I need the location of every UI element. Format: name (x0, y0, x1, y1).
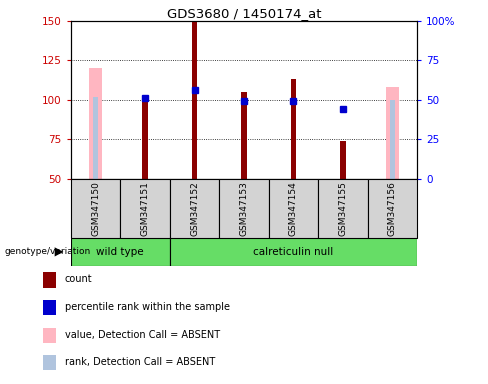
Bar (43, 272, 56, 288)
Text: calreticulin null: calreticulin null (253, 247, 334, 257)
Bar (219, 179, 269, 238)
Bar (43, 328, 56, 343)
Text: GSM347154: GSM347154 (289, 181, 298, 236)
Bar (43, 355, 56, 371)
Text: GSM347153: GSM347153 (240, 181, 248, 236)
Text: genotype/variation: genotype/variation (5, 247, 91, 257)
Bar (71, 238, 170, 266)
Bar (241, 92, 247, 179)
Bar (191, 21, 198, 179)
Bar (93, 97, 98, 179)
Polygon shape (55, 247, 63, 257)
Bar (269, 179, 318, 238)
Text: rank, Detection Call = ABSENT: rank, Detection Call = ABSENT (65, 357, 215, 367)
Bar (120, 179, 170, 238)
Bar (340, 141, 346, 179)
Title: GDS3680 / 1450174_at: GDS3680 / 1450174_at (167, 7, 321, 20)
Bar (170, 179, 219, 238)
Text: GSM347150: GSM347150 (91, 181, 100, 236)
Text: wild type: wild type (97, 247, 144, 257)
Text: GSM347156: GSM347156 (388, 181, 397, 236)
Bar (290, 79, 297, 179)
Bar (390, 100, 395, 179)
Text: GSM347151: GSM347151 (141, 181, 149, 236)
Text: value, Detection Call = ABSENT: value, Detection Call = ABSENT (65, 329, 220, 339)
Text: percentile rank within the sample: percentile rank within the sample (65, 302, 230, 312)
Bar (170, 238, 417, 266)
Bar (318, 179, 368, 238)
Bar (89, 68, 102, 179)
Bar (142, 101, 148, 179)
Text: count: count (65, 274, 92, 284)
Text: GSM347152: GSM347152 (190, 181, 199, 236)
Bar (368, 179, 417, 238)
Bar (386, 87, 399, 179)
Bar (71, 179, 120, 238)
Text: GSM347155: GSM347155 (339, 181, 347, 236)
Bar (43, 300, 56, 315)
